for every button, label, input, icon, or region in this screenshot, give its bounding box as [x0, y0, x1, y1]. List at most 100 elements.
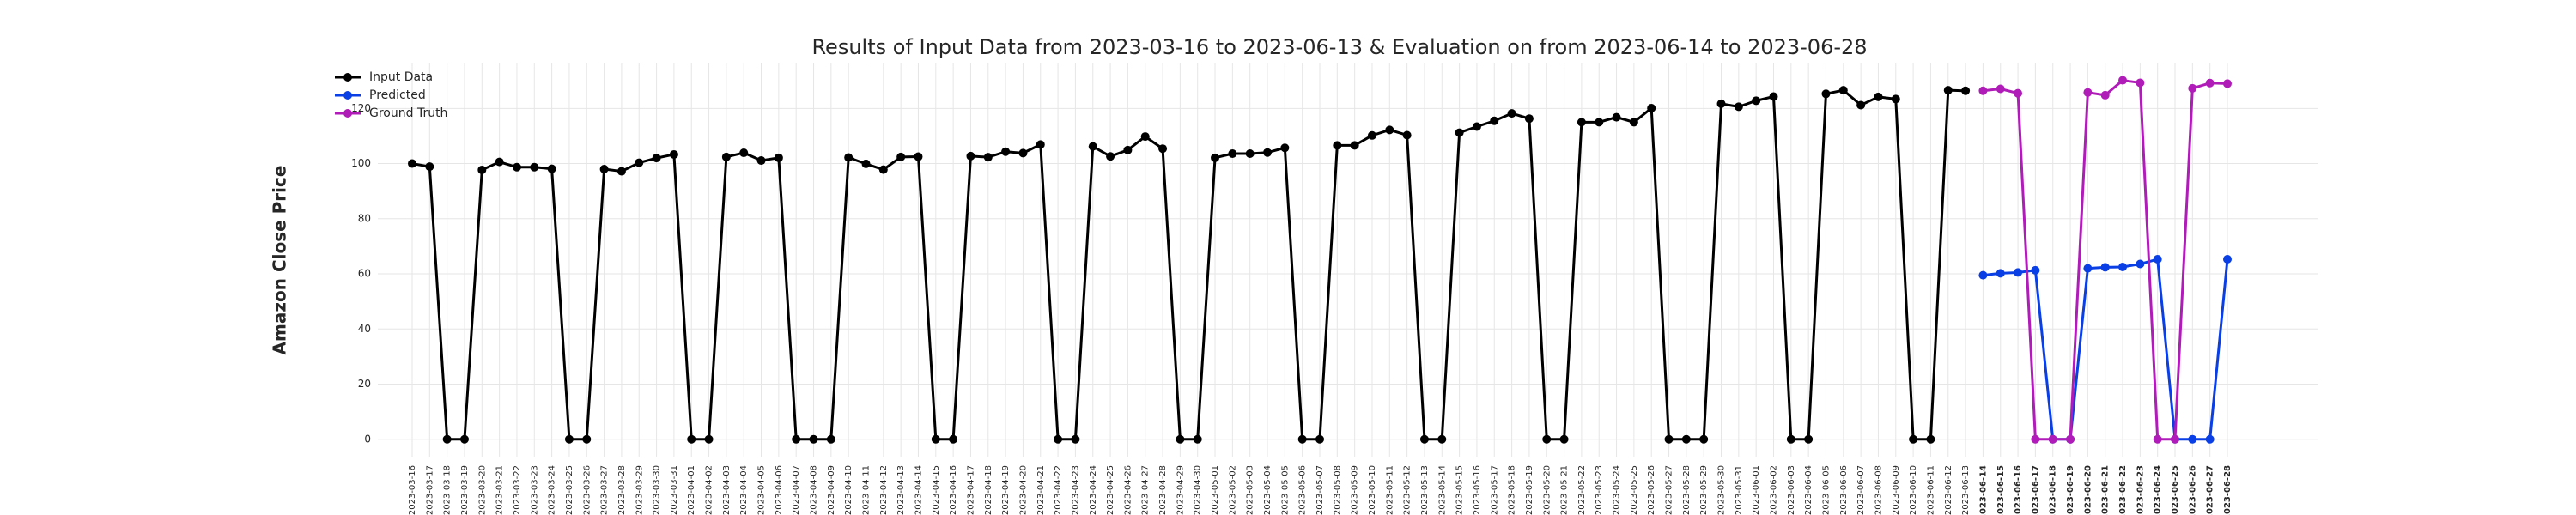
data-point	[1123, 145, 1133, 154]
data-point	[966, 151, 975, 161]
data-point	[2014, 268, 2023, 277]
data-point	[1856, 100, 1866, 110]
data-point	[1001, 147, 1011, 156]
x-tick-label: 2023-04-23	[1071, 465, 1080, 515]
data-point	[2223, 79, 2232, 88]
x-tick-label: 2023-05-22	[1577, 465, 1587, 515]
data-point	[1978, 86, 1988, 95]
data-point	[2136, 78, 2145, 88]
x-tick-label: 2023-05-19	[1525, 465, 1534, 515]
data-point	[1297, 434, 1307, 444]
data-point	[1926, 434, 1935, 444]
data-point	[1716, 99, 1726, 108]
x-tick-label: 2023-06-28	[2223, 465, 2233, 515]
data-point	[1891, 94, 1900, 104]
data-point	[1211, 153, 1220, 162]
x-tick-label: 2023-04-03	[722, 465, 732, 515]
data-point	[1996, 84, 2005, 94]
legend-label: Ground Truth	[369, 106, 447, 120]
data-point	[809, 434, 818, 444]
data-point	[739, 148, 749, 158]
x-tick-label: 2023-04-18	[984, 465, 993, 515]
x-tick-label: 2023-06-16	[2014, 465, 2023, 515]
data-point	[1437, 434, 1447, 444]
x-tick-label: 2023-06-18	[2049, 465, 2058, 515]
x-tick-label: 2023-04-05	[757, 465, 767, 515]
x-tick-label: 2023-06-17	[2031, 465, 2040, 515]
x-tick-label: 2023-06-13	[1961, 465, 1971, 515]
data-point	[442, 434, 452, 444]
x-tick-label: 2023-05-31	[1735, 465, 1744, 515]
x-tick-label: 2023-05-16	[1473, 465, 1482, 515]
data-point	[2205, 434, 2215, 444]
data-point	[1315, 434, 1324, 444]
data-point	[2153, 255, 2162, 264]
data-point	[635, 158, 644, 167]
x-tick-label: 2023-05-18	[1508, 465, 1517, 515]
x-tick-label: 2023-06-07	[1856, 465, 1866, 515]
data-point	[1629, 118, 1638, 127]
data-point	[1996, 269, 2005, 278]
data-point	[792, 434, 801, 444]
data-point	[1176, 434, 1185, 444]
data-point	[2031, 265, 2040, 275]
data-point	[2100, 263, 2110, 272]
data-point	[914, 152, 923, 161]
data-point	[1577, 118, 1586, 127]
data-point	[1018, 148, 1028, 158]
x-tick-label: 2023-03-19	[460, 465, 470, 515]
x-tick-label: 2023-05-15	[1455, 465, 1465, 515]
y-tick-label: 80	[358, 212, 371, 224]
x-tick-label: 2023-06-26	[2188, 465, 2197, 515]
x-tick-label: 2023-05-25	[1630, 465, 1639, 515]
x-tick-label: 2023-05-28	[1682, 465, 1692, 515]
legend-marker	[343, 91, 352, 100]
data-point	[1228, 148, 1237, 158]
data-point	[1507, 109, 1516, 118]
x-tick-label: 2023-03-29	[635, 465, 644, 515]
legend-marker	[343, 109, 352, 118]
x-tick-label: 2023-04-09	[827, 465, 836, 515]
x-tick-label: 2023-03-16	[408, 465, 417, 515]
x-tick-label: 2023-04-15	[932, 465, 941, 515]
x-tick-label: 2023-06-25	[2171, 465, 2180, 515]
data-point	[1874, 92, 1883, 101]
x-tick-label: 2023-05-07	[1315, 465, 1325, 515]
x-tick-label: 2023-05-02	[1228, 465, 1237, 515]
x-tick-label: 2023-06-20	[2083, 465, 2093, 515]
data-point	[1280, 143, 1290, 153]
data-point	[704, 434, 714, 444]
data-point	[844, 153, 854, 162]
x-tick-label: 2023-04-22	[1054, 465, 1063, 515]
x-tick-label: 2023-03-17	[425, 465, 434, 515]
data-point	[669, 149, 678, 159]
y-tick-label: 0	[364, 433, 371, 445]
data-point	[826, 434, 835, 444]
data-point	[1263, 148, 1273, 157]
x-tick-label: 2023-04-17	[966, 465, 975, 515]
legend-label: Input Data	[369, 70, 433, 84]
grid	[378, 63, 2318, 457]
x-tick-label: 2023-05-21	[1560, 465, 1570, 515]
x-tick-label: 2023-06-14	[1978, 465, 1988, 515]
x-tick-label: 2023-03-24	[548, 465, 557, 515]
x-tick-label: 2023-05-14	[1437, 465, 1447, 515]
data-point	[1350, 141, 1359, 150]
data-point	[878, 165, 888, 174]
x-tick-label: 2023-03-31	[670, 465, 679, 515]
x-tick-label: 2023-05-23	[1595, 465, 1604, 515]
x-tick-label: 2023-06-03	[1787, 465, 1796, 515]
x-tick-label: 2023-04-01	[687, 465, 696, 515]
data-point	[1490, 116, 1499, 125]
data-point	[1699, 434, 1709, 444]
x-tick-label: 2023-05-04	[1263, 465, 1273, 515]
x-tick-label: 2023-03-23	[530, 465, 539, 515]
chart-title: Results of Input Data from 2023-03-16 to…	[811, 35, 1867, 59]
x-tick-label: 2023-03-18	[443, 465, 453, 515]
x-tick-label: 2023-04-14	[914, 465, 923, 515]
data-point	[1943, 86, 1953, 95]
x-tick-label: 2023-05-27	[1665, 465, 1674, 515]
x-tick-label: 2023-03-22	[513, 465, 522, 515]
data-point	[2205, 78, 2215, 88]
x-tick-label: 2023-05-10	[1368, 465, 1377, 515]
